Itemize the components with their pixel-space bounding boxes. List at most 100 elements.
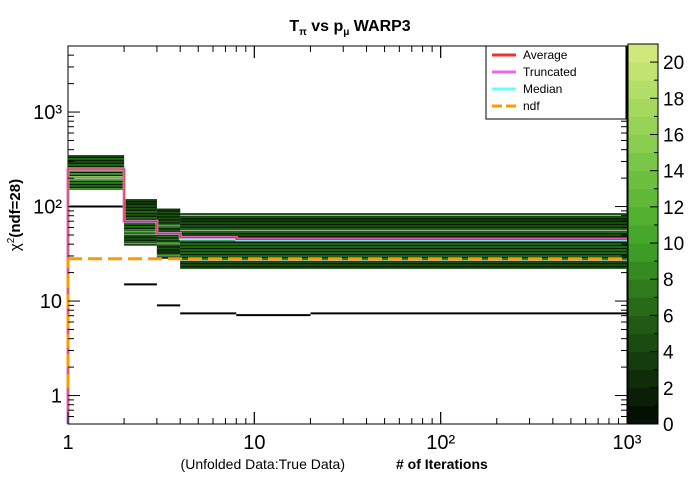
x-axis-label: # of Iterations: [396, 456, 488, 472]
heatmap-cell: [180, 231, 627, 233]
heatmap-cell: [68, 176, 125, 178]
colorbar-segment: [628, 170, 658, 190]
axis-layer: 1 10 10² 10³ 1 10 10² 10³: [33, 45, 642, 454]
heatmap-cell: [68, 158, 125, 160]
heatmap-cell: [156, 220, 181, 223]
heatmap-cell: [124, 229, 157, 231]
heatmap-cell: [124, 202, 157, 204]
heatmap-cell: [124, 226, 157, 228]
y-tick-label: 10³: [33, 102, 62, 124]
colorbar-tick-label: 12: [663, 198, 684, 219]
heatmap-cell: [180, 249, 627, 251]
colorbar-tick-label: 18: [663, 89, 684, 110]
colorbar-segment: [628, 297, 658, 316]
colorbar-segment: [628, 134, 658, 154]
heatmap-cell: [68, 182, 125, 184]
chart-title: Tπ vs pμ WARP3: [289, 18, 410, 38]
colorbar-segment: [628, 98, 658, 117]
heatmap-cell: [124, 208, 157, 210]
y-tick-label: 10²: [33, 197, 62, 219]
heatmap-cell: [156, 250, 181, 253]
colorbar-tick-label: 20: [663, 53, 684, 74]
colorbar-segment: [628, 44, 658, 63]
y-axis-label: χ2(ndf=28): [6, 179, 24, 251]
colorbar-tick-label: 8: [663, 270, 674, 291]
heatmap-cell: [68, 185, 125, 187]
heatmap-cell: [156, 247, 181, 250]
heatmap-cell: [124, 205, 157, 207]
heatmap-cell: [156, 235, 181, 238]
x-axis-label-left: (Unfolded Data:True Data): [181, 456, 345, 472]
heatmap-cell: [68, 170, 125, 172]
legend: Average Truncated Median ndf: [485, 45, 627, 120]
heatmap-cell: [180, 264, 627, 266]
heatmap-cell: [180, 246, 627, 248]
colorbar-tick-label: 4: [663, 343, 674, 364]
series-average: [67, 168, 627, 424]
heatmap-cell: [180, 255, 627, 257]
heatmap-cell: [156, 238, 181, 241]
heatmap-cell: [180, 219, 627, 221]
heatmap-cell: [156, 229, 181, 232]
heatmap-cell: [124, 214, 157, 216]
colorbar-segment: [628, 315, 658, 335]
colorbar-tick-label: 14: [663, 162, 685, 183]
heatmap-cell: [180, 261, 627, 263]
heatmap-cell: [68, 164, 125, 166]
heatmap-cell: [180, 228, 627, 230]
colorbar-segment: [628, 279, 658, 298]
colorbar-tick-label: 10: [663, 234, 684, 255]
series-layer: [66, 167, 627, 424]
heatmap-cell: [124, 199, 157, 201]
heatmap-cell: [124, 235, 157, 237]
colorbar-tick-label: 6: [663, 306, 674, 327]
colorbar-segment: [628, 261, 658, 280]
colorbar-tick-label: 16: [663, 125, 684, 146]
x-tick-label: 10: [243, 432, 265, 454]
heatmap-band-0: [68, 155, 125, 190]
heatmap-cell: [156, 211, 181, 214]
colorbar-segment: [628, 62, 658, 81]
legend-label-truncated: Truncated: [523, 65, 577, 79]
colorbar-tick-label: 0: [663, 415, 674, 436]
heatmap-cell: [124, 223, 157, 225]
heatmap-cell: [124, 217, 157, 219]
y-tick-label: 1: [51, 386, 62, 408]
heatmap-cell: [68, 173, 125, 175]
colorbar-segment: [628, 351, 658, 371]
heatmap-cell: [156, 241, 181, 244]
heatmap-cell: [156, 223, 181, 226]
colorbar-segment: [628, 188, 658, 208]
legend-label-average: Average: [523, 48, 568, 62]
x-tick-label: 10³: [613, 432, 642, 454]
colorbar-segment: [628, 206, 658, 226]
colorbar-segment: [628, 369, 658, 389]
colorbar-tick-label: 2: [663, 379, 674, 400]
colorbar-segment: [628, 152, 658, 172]
heatmap-cell: [156, 208, 181, 211]
color-scale-bar: 0 2 4 6 8 10 12 14 16 18 20: [627, 43, 685, 436]
colorbar-segment: [628, 224, 658, 244]
colorbar-segment: [628, 387, 658, 407]
colorbar-segment: [628, 80, 658, 99]
heatmap-cell: [156, 244, 181, 247]
legend-label-ndf: ndf: [523, 99, 540, 113]
x-tick-label: 1: [62, 432, 73, 454]
heatmap-cell: [124, 244, 157, 246]
heatmap-cell: [68, 179, 125, 181]
heatmap-cell: [156, 226, 181, 229]
heatmap-cell: [180, 252, 627, 254]
heatmap-cell: [156, 253, 181, 256]
heatmap-cell: [180, 243, 627, 245]
legend-label-median: Median: [523, 82, 562, 96]
heatmap-cell: [180, 225, 627, 227]
heatmap-cell: [124, 238, 157, 240]
heatmap-cell: [180, 258, 627, 260]
heatmap-cell: [180, 216, 627, 218]
colorbar-segment: [628, 405, 658, 425]
colorbar-segment: [628, 333, 658, 353]
heatmap-cell: [180, 267, 627, 269]
x-tick-label: 10²: [426, 432, 455, 454]
heatmap-cell: [124, 211, 157, 213]
